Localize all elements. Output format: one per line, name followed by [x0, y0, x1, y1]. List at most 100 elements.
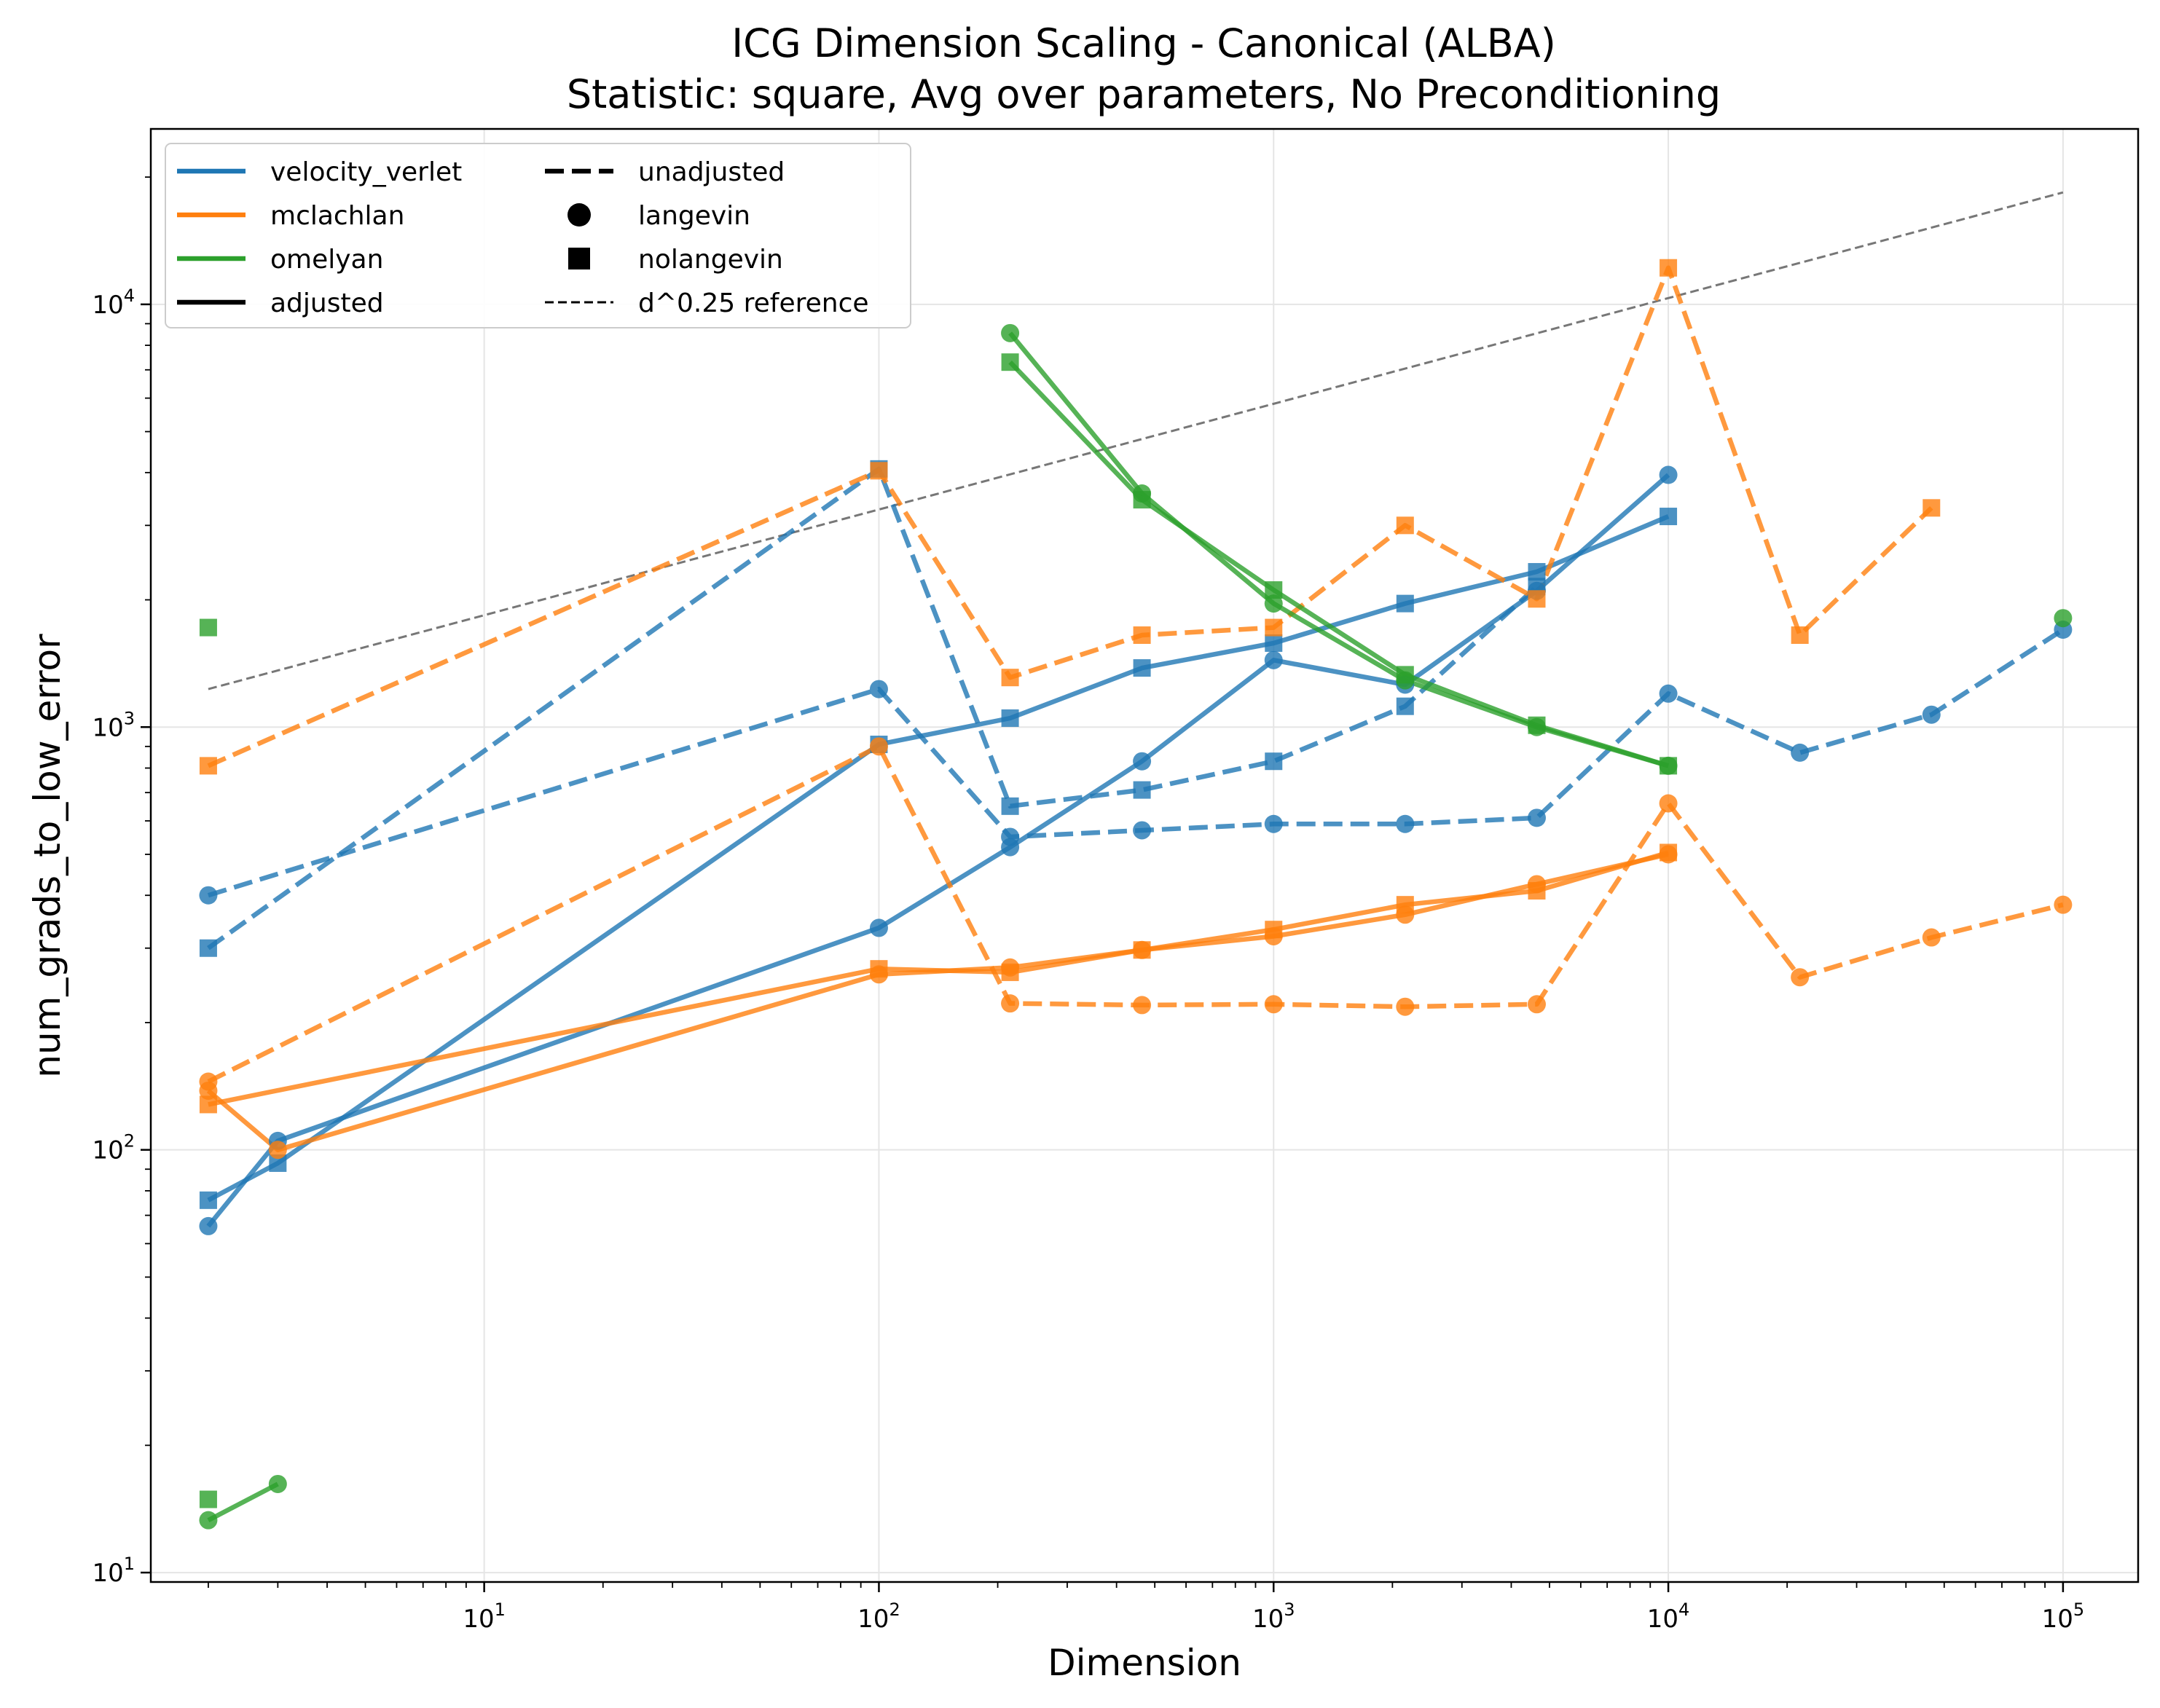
series-line-omelyan	[1008, 360, 1670, 768]
data-point-mclachlan	[199, 1072, 218, 1091]
data-point-mclachlan	[1396, 516, 1414, 535]
x-tick-base: 10	[1252, 1605, 1284, 1634]
data-point-mclachlan	[1923, 499, 1941, 517]
data-point-omelyan	[1133, 491, 1151, 509]
x-tick-label: 102	[857, 1599, 900, 1634]
y-tick-label: 101	[92, 1554, 135, 1588]
series-line-mclachlan	[208, 850, 1670, 1107]
data-point-mclachlan	[1001, 994, 1020, 1013]
data-point-velocity_verlet	[1264, 650, 1283, 669]
y-tick-base: 10	[92, 1559, 123, 1588]
data-point-velocity_verlet	[1660, 508, 1678, 526]
y-tick-label: 104	[92, 286, 135, 320]
legend-label: langevin	[638, 201, 750, 231]
y-tick-base: 10	[92, 1136, 123, 1165]
legend-square-marker	[568, 248, 590, 269]
series-line-omelyan	[207, 1481, 279, 1523]
x-tick-base: 10	[1647, 1605, 1678, 1634]
legend-label: adjusted	[270, 288, 384, 318]
data-point-mclachlan	[1528, 590, 1546, 608]
y-tick-exponent: 1	[124, 1554, 135, 1574]
data-point-velocity_verlet	[869, 918, 888, 937]
x-tick-exponent: 1	[495, 1599, 506, 1620]
data-point-velocity_verlet	[199, 1191, 217, 1209]
legend-label: nolangevin	[638, 245, 783, 275]
series-line-mclachlan	[207, 265, 1933, 768]
legend-box	[165, 143, 911, 328]
data-point-velocity_verlet	[1396, 697, 1414, 715]
data-point-omelyan	[199, 1511, 218, 1530]
x-axis-label: Dimension	[1048, 1642, 1241, 1684]
data-point-velocity_verlet	[1527, 808, 1546, 827]
data-point-mclachlan	[1133, 996, 1152, 1015]
data-point-mclachlan	[1264, 995, 1283, 1014]
data-point-omelyan	[1001, 323, 1020, 342]
y-tick-exponent: 3	[124, 708, 135, 728]
data-point-mclachlan	[870, 462, 888, 480]
legend: velocity_verlet mclachlan omelyan adjusted u…	[165, 143, 911, 328]
data-point-velocity_verlet	[1133, 781, 1151, 799]
data-point-omelyan	[1528, 716, 1546, 734]
data-point-velocity_verlet	[1133, 821, 1152, 840]
x-tick-label: 104	[1647, 1599, 1690, 1634]
data-point-velocity_verlet	[199, 1216, 218, 1235]
x-tick-label: 101	[463, 1599, 506, 1634]
data-point-omelyan	[2054, 609, 2073, 628]
data-point-omelyan	[199, 1490, 217, 1508]
chart-subtitle: Statistic: square, Avg over parameters, …	[567, 71, 1721, 117]
legend-label: unadjusted	[638, 157, 785, 187]
data-point-mclachlan	[1791, 968, 1810, 987]
data-point-mclachlan	[1265, 618, 1283, 637]
y-tick-exponent: 2	[124, 1131, 135, 1152]
plot-frame	[149, 127, 2140, 1583]
x-tick-base: 10	[857, 1605, 889, 1634]
y-axis-label: num_grads_to_low_error	[26, 634, 68, 1078]
data-point-mclachlan	[1791, 626, 1809, 645]
data-point-mclachlan	[199, 757, 217, 775]
data-point-mclachlan	[869, 737, 888, 756]
legend-label: mclachlan	[270, 201, 404, 231]
legend-label: omelyan	[270, 245, 383, 275]
data-point-mclachlan	[1265, 921, 1283, 939]
x-tick-exponent: 4	[1678, 1599, 1689, 1620]
data-point-velocity_verlet	[1659, 684, 1678, 703]
data-point-mclachlan	[1001, 963, 1019, 981]
data-point-velocity_verlet	[1396, 594, 1414, 613]
data-point-velocity_verlet	[1659, 465, 1678, 484]
legend-label: velocity_verlet	[270, 157, 462, 187]
legend-label: d^0.25 reference	[638, 288, 869, 318]
data-point-mclachlan	[1660, 259, 1678, 277]
data-point-mclachlan	[2054, 895, 2073, 914]
data-point-velocity_verlet	[1265, 634, 1283, 652]
data-point-mclachlan	[1527, 995, 1546, 1014]
data-point-omelyan	[1264, 594, 1283, 613]
data-point-velocity_verlet	[1264, 814, 1283, 833]
data-point-omelyan	[1660, 757, 1678, 775]
data-point-omelyan	[1265, 581, 1283, 599]
x-tick-label: 103	[1252, 1599, 1295, 1634]
data-point-velocity_verlet	[1001, 827, 1020, 846]
x-tick-base: 10	[463, 1605, 494, 1634]
data-point-velocity_verlet	[1922, 705, 1941, 724]
data-point-velocity_verlet	[1133, 752, 1152, 771]
x-tick-label: 105	[2042, 1599, 2085, 1634]
data-point-mclachlan	[1528, 882, 1546, 900]
y-tick-base: 10	[92, 291, 123, 320]
data-point-mclachlan	[1133, 941, 1151, 959]
data-point-mclachlan	[1001, 669, 1019, 687]
data-point-mclachlan	[1133, 626, 1151, 645]
data-point-velocity_verlet	[199, 939, 217, 957]
series-markers	[199, 259, 2073, 1530]
data-point-velocity_verlet	[1001, 709, 1019, 727]
data-point-omelyan	[1396, 666, 1414, 684]
data-point-mclachlan	[1660, 843, 1678, 862]
data-point-velocity_verlet	[869, 680, 888, 698]
legend-circle-marker	[568, 203, 591, 227]
data-point-velocity_verlet	[1001, 797, 1019, 815]
y-tick-label: 102	[92, 1131, 135, 1165]
x-tick-exponent: 5	[2073, 1599, 2084, 1620]
data-point-velocity_verlet	[1791, 743, 1810, 762]
data-point-omelyan	[199, 618, 217, 637]
